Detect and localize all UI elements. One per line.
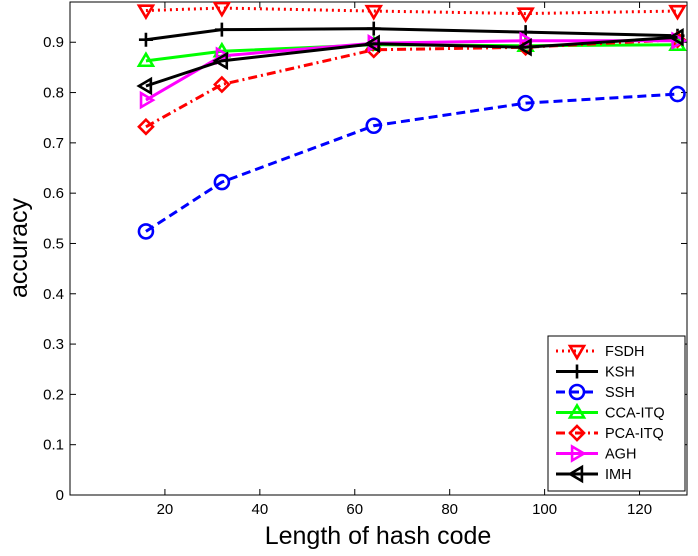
data-point: [365, 117, 383, 135]
data-point: [136, 4, 156, 21]
y-tick-label: 0.6: [43, 185, 64, 202]
legend-marker: [570, 444, 587, 463]
data-point: [137, 117, 155, 136]
data-point: [136, 76, 153, 96]
data-point: [137, 223, 155, 240]
legend-label: IMH: [605, 467, 632, 483]
data-point: [212, 1, 232, 18]
series-ssh: [137, 85, 686, 240]
data-point: [517, 94, 534, 112]
legend: FSDH KSH SSH CCA-ITQ PCA-ITQ AGH IMH: [547, 335, 686, 492]
legend-marker: [567, 344, 587, 361]
x-axis-label: Length of hash code: [265, 522, 492, 550]
data-point: [213, 173, 231, 191]
data-point: [364, 4, 384, 21]
y-tick-label: 0.7: [43, 135, 64, 152]
data-point: [139, 90, 156, 110]
y-tick-label: 0.4: [43, 286, 64, 303]
legend-label: PCA-ITQ: [605, 426, 664, 442]
data-point: [212, 51, 229, 71]
data-point: [667, 27, 684, 47]
y-tick-label: 0.2: [43, 386, 64, 403]
series-layer: [136, 1, 688, 240]
y-tick-label: 0.1: [43, 437, 64, 454]
series-fsdh: [136, 1, 687, 24]
legend-marker: [568, 383, 586, 401]
axis-ticks: 20 40 60 80 100 120 0 0.1 0.2 0.3 0.4 0.5 0.6 0.7 0.8 0…: [43, 2, 687, 518]
legend-marker: [567, 464, 584, 484]
data-point: [366, 21, 381, 36]
y-tick-label: 0: [56, 487, 64, 504]
x-tick-label: 120: [627, 501, 652, 518]
legend-label: FSDH: [605, 344, 644, 360]
x-tick-label: 20: [157, 501, 174, 518]
legend-label: KSH: [605, 365, 635, 381]
data-point: [671, 31, 688, 51]
data-point: [214, 22, 229, 37]
data-point: [669, 85, 686, 103]
x-tick-label: 60: [346, 501, 363, 518]
y-tick-label: 0.9: [43, 34, 64, 51]
data-point: [519, 31, 536, 51]
series-line: [145, 92, 678, 233]
data-point: [138, 32, 153, 47]
y-tick-label: 0.8: [43, 85, 64, 102]
series-imh: [136, 27, 684, 96]
x-tick-label: 100: [532, 501, 557, 518]
legend-marker: [568, 424, 586, 442]
data-point: [213, 75, 231, 94]
legend-marker: [567, 402, 587, 419]
legend-label: AGH: [605, 447, 636, 463]
legend-label: SSH: [605, 385, 635, 401]
x-tick-label: 80: [441, 501, 458, 518]
data-point: [516, 7, 535, 24]
data-point: [136, 51, 156, 68]
y-tick-label: 0.3: [43, 336, 64, 353]
data-point: [668, 4, 687, 21]
series-line: [145, 35, 678, 88]
data-point: [364, 34, 380, 54]
legend-marker: [570, 364, 584, 379]
y-axis-label: accuracy: [5, 197, 33, 298]
legend-label: CCA-ITQ: [605, 406, 665, 422]
data-point: [516, 38, 532, 57]
y-tick-label: 0.5: [43, 235, 64, 252]
x-tick-label: 40: [252, 501, 269, 518]
